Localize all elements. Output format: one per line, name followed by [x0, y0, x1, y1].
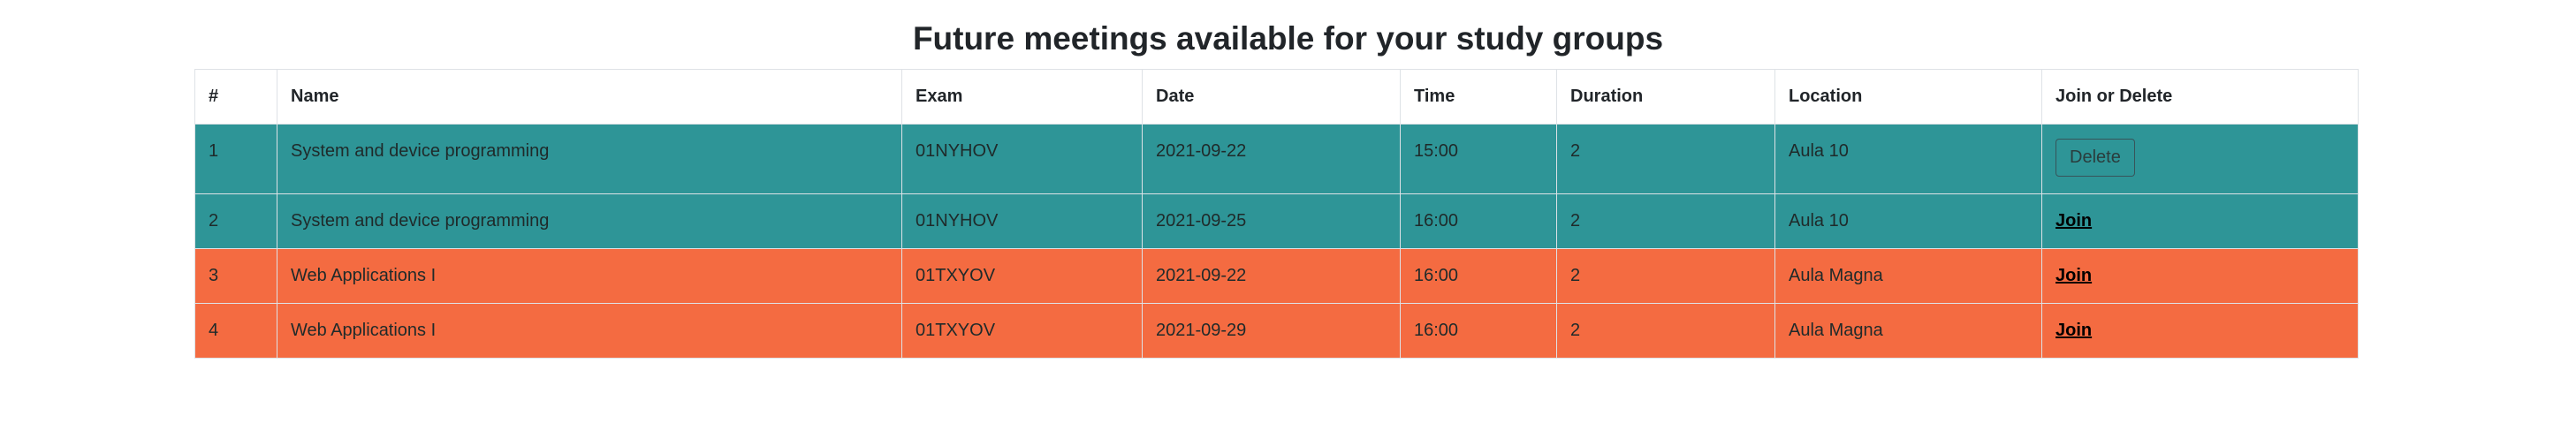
- header-name: Name: [277, 69, 902, 125]
- cell-date: 2021-09-25: [1142, 193, 1401, 249]
- cell-exam: 01NYHOV: [901, 124, 1143, 194]
- join-link[interactable]: Join: [2055, 211, 2093, 231]
- header-number: #: [194, 69, 277, 125]
- header-time: Time: [1400, 69, 1557, 125]
- cell-name: Web Applications I: [277, 248, 902, 304]
- cell-number: 2: [194, 193, 277, 249]
- table-row: 1 System and device programming 01NYHOV …: [194, 124, 2359, 194]
- cell-date: 2021-09-22: [1142, 248, 1401, 304]
- table-header-row: # Name Exam Date Time Duration Location …: [194, 69, 2359, 125]
- header-exam: Exam: [901, 69, 1143, 125]
- cell-exam: 01TXYOV: [901, 303, 1143, 359]
- header-duration: Duration: [1556, 69, 1775, 125]
- join-link[interactable]: Join: [2055, 266, 2093, 285]
- table-row: 4 Web Applications I 01TXYOV 2021-09-29 …: [194, 303, 2359, 359]
- table-row: 2 System and device programming 01NYHOV …: [194, 193, 2359, 249]
- cell-exam: 01TXYOV: [901, 248, 1143, 304]
- meetings-table: # Name Exam Date Time Duration Location …: [194, 69, 2359, 359]
- cell-name: Web Applications I: [277, 303, 902, 359]
- header-join-or-delete: Join or Delete: [2041, 69, 2359, 125]
- cell-action: Join: [2041, 193, 2359, 249]
- page-title: Future meetings available for your study…: [912, 20, 1664, 57]
- header-date: Date: [1142, 69, 1401, 125]
- cell-exam: 01NYHOV: [901, 193, 1143, 249]
- cell-action: Delete: [2041, 124, 2359, 194]
- cell-location: Aula 10: [1774, 124, 2042, 194]
- delete-button[interactable]: Delete: [2055, 139, 2135, 177]
- cell-date: 2021-09-22: [1142, 124, 1401, 194]
- cell-action: Join: [2041, 303, 2359, 359]
- cell-time: 16:00: [1400, 303, 1557, 359]
- cell-name: System and device programming: [277, 124, 902, 194]
- cell-time: 16:00: [1400, 248, 1557, 304]
- cell-number: 1: [194, 124, 277, 194]
- cell-duration: 2: [1556, 124, 1775, 194]
- cell-location: Aula 10: [1774, 193, 2042, 249]
- header-location: Location: [1774, 69, 2042, 125]
- table-row: 3 Web Applications I 01TXYOV 2021-09-22 …: [194, 248, 2359, 304]
- cell-location: Aula Magna: [1774, 248, 2042, 304]
- cell-duration: 2: [1556, 193, 1775, 249]
- cell-number: 3: [194, 248, 277, 304]
- cell-action: Join: [2041, 248, 2359, 304]
- join-link[interactable]: Join: [2055, 321, 2093, 340]
- cell-date: 2021-09-29: [1142, 303, 1401, 359]
- cell-time: 16:00: [1400, 193, 1557, 249]
- cell-name: System and device programming: [277, 193, 902, 249]
- cell-duration: 2: [1556, 248, 1775, 304]
- cell-time: 15:00: [1400, 124, 1557, 194]
- cell-duration: 2: [1556, 303, 1775, 359]
- cell-location: Aula Magna: [1774, 303, 2042, 359]
- cell-number: 4: [194, 303, 277, 359]
